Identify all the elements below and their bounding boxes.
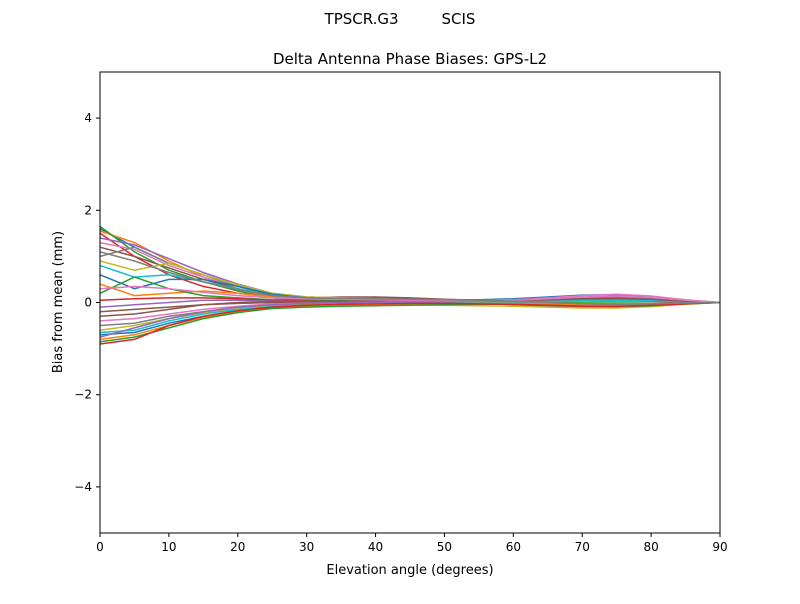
x-tick-label: 10 xyxy=(161,540,176,554)
x-tick-label: 50 xyxy=(437,540,452,554)
y-tick-label: −4 xyxy=(74,480,92,494)
x-tick-label: 60 xyxy=(506,540,521,554)
x-tick-label: 80 xyxy=(643,540,658,554)
series-line-s24 xyxy=(99,301,721,345)
y-tick-label: 4 xyxy=(84,111,92,125)
x-tick-label: 90 xyxy=(712,540,727,554)
series-line-s25 xyxy=(99,296,721,338)
series-line-s23 xyxy=(99,301,721,343)
y-tick-label: −2 xyxy=(74,388,92,402)
x-tick-label: 30 xyxy=(299,540,314,554)
x-tick-label: 20 xyxy=(230,540,245,554)
x-tick-label: 70 xyxy=(575,540,590,554)
plot-area xyxy=(99,225,721,345)
y-tick-label: 0 xyxy=(84,296,92,310)
y-axis-label: Bias from mean (mm) xyxy=(51,231,66,373)
x-axis-label: Elevation angle (degrees) xyxy=(326,563,493,578)
x-tick-label: 0 xyxy=(96,540,104,554)
y-tick-label: 2 xyxy=(84,203,92,217)
axis-ticks: 0 10 20 30 40 50 60 70 80 90 −4 −2 0 2 4 xyxy=(74,111,727,554)
series-line-s28 xyxy=(99,251,721,306)
chart-title: Delta Antenna Phase Biases: GPS-L2 xyxy=(273,50,547,68)
series-line-s27 xyxy=(99,285,721,304)
x-tick-label: 40 xyxy=(368,540,383,554)
series-line-s22 xyxy=(99,301,721,341)
chart-suptitle: TPSCR.G3 SCIS xyxy=(324,10,476,28)
